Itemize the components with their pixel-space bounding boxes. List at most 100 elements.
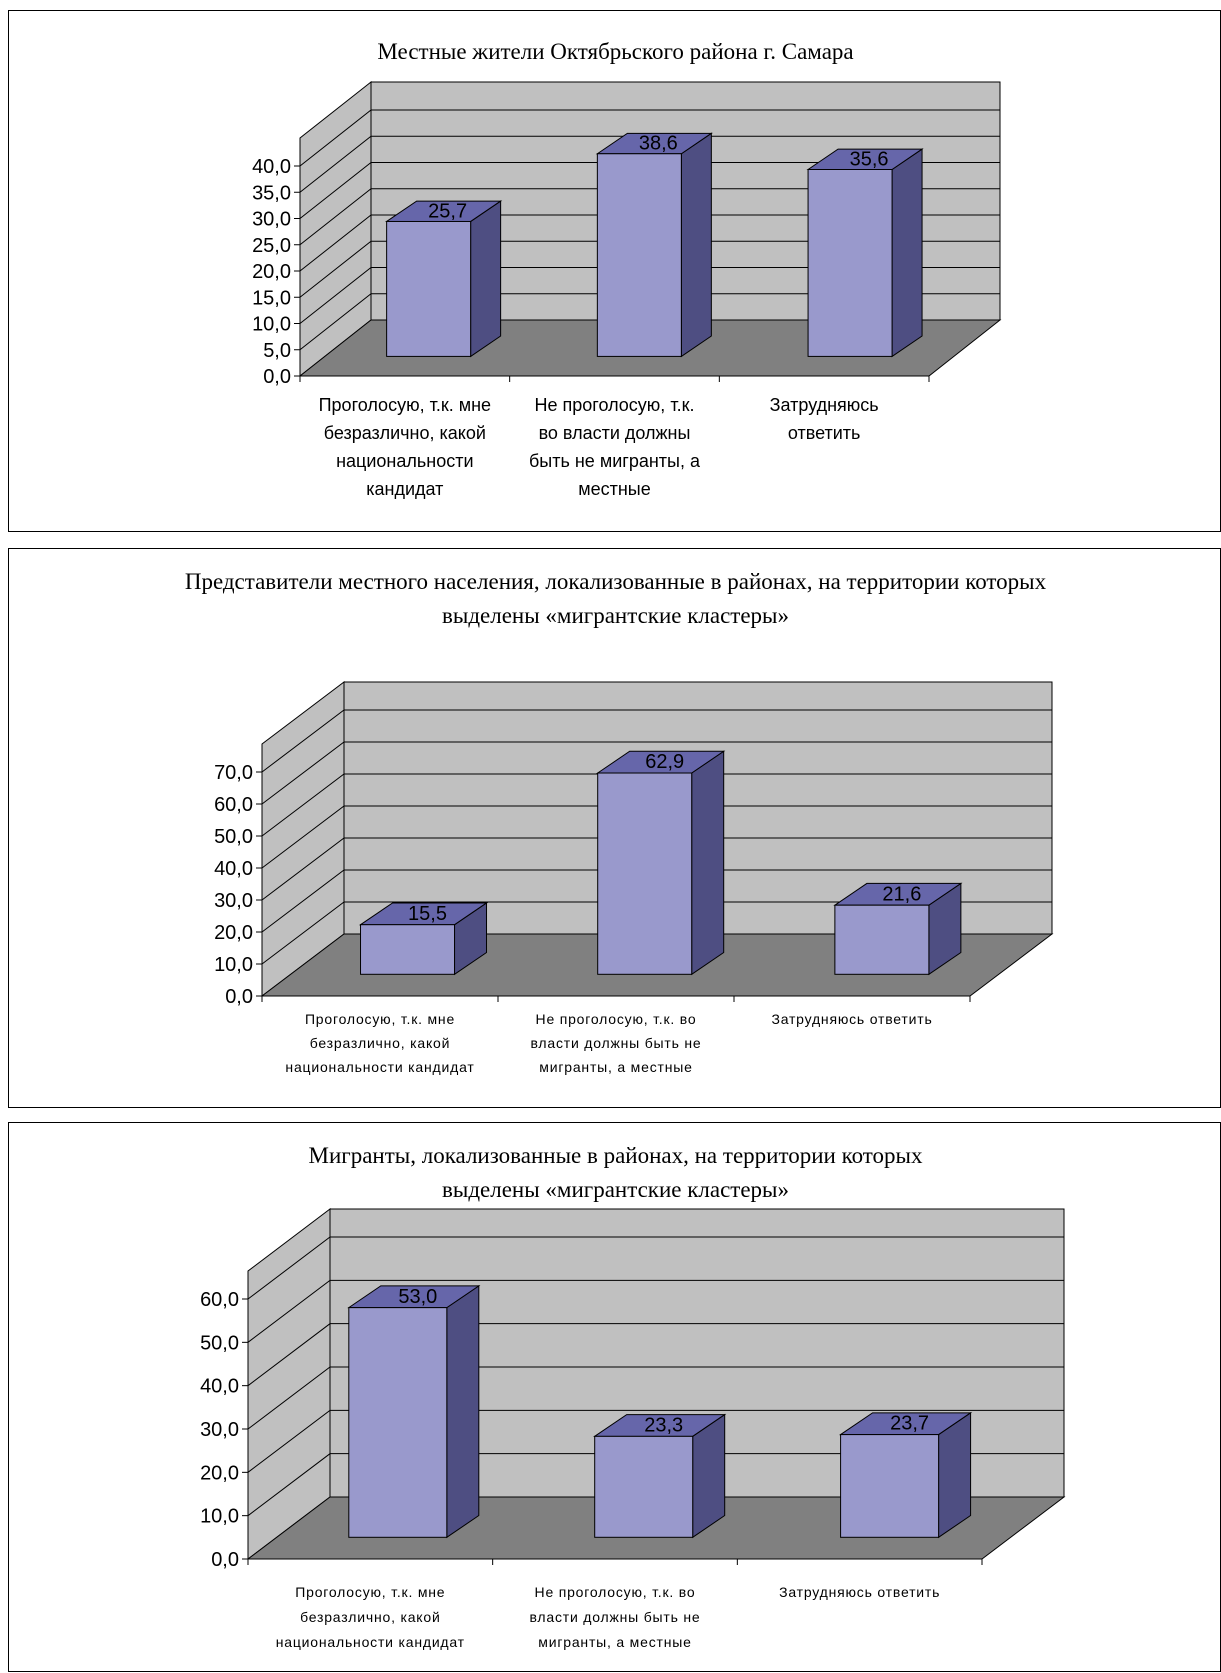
category-label: Проголосую, т.к. мне (295, 1584, 445, 1600)
gridline (247, 1323, 1064, 1387)
bar-side (891, 148, 923, 358)
category-label: мигранты, а местные (539, 1059, 692, 1075)
category-label: безразлично, какой (300, 1609, 441, 1625)
category-label: национальности (336, 451, 473, 471)
category-label: быть не мигранты, а (529, 451, 701, 471)
bar-value-label: 53,0 (398, 1286, 437, 1308)
chart-title: выделены «мигрантские кластеры» (442, 1177, 789, 1202)
y-tick-label: 0,0 (211, 1549, 239, 1571)
gridline (261, 901, 1052, 965)
bar-front (596, 153, 682, 357)
y-tick-label: 20,0 (252, 261, 291, 283)
y-tick-label: 30,0 (252, 209, 291, 231)
chart-title: выделены «мигрантские кластеры» (442, 603, 789, 628)
bar (385, 200, 503, 358)
y-tick-label: 70,0 (214, 762, 253, 784)
bar-front (386, 220, 472, 357)
gridline (299, 240, 1000, 298)
category-label: мигранты, а местные (538, 1634, 691, 1650)
gridline (299, 293, 1000, 351)
bar-front (360, 924, 456, 975)
gridline (299, 188, 1000, 246)
chart-panel-1: Местные жители Октябрьского района г. Са… (8, 10, 1221, 532)
y-tick-label: 50,0 (214, 826, 253, 848)
gridline (247, 1279, 1064, 1343)
category-label: Затрудняюсь ответить (779, 1584, 940, 1600)
y-tick-label: 20,0 (200, 1462, 239, 1484)
category-label: во власти должны (539, 423, 691, 443)
bar-front (807, 169, 893, 357)
gridline (261, 869, 1052, 933)
bar-value-label: 23,7 (890, 1413, 929, 1435)
chart-panel-2: Представители местного населения, локали… (8, 548, 1221, 1108)
bar-front (840, 1434, 940, 1538)
y-tick-label: 60,0 (214, 794, 253, 816)
category-label: Не проголосую, т.к. (535, 395, 695, 415)
gridline (247, 1236, 1064, 1300)
bar (358, 901, 489, 976)
chart-2-svg: Представители местного населения, локали… (185, 569, 1054, 1075)
bar-front (594, 1435, 694, 1538)
bar (838, 1411, 973, 1539)
gridline (247, 1453, 1064, 1517)
bar-value-label: 15,5 (408, 903, 447, 925)
bar-value-label: 23,3 (644, 1414, 683, 1436)
bar-value-label: 25,7 (428, 200, 467, 222)
gridline (261, 837, 1052, 901)
gridline (299, 135, 1000, 193)
category-label: безразлично, какой (324, 423, 486, 443)
category-label: ответить (788, 423, 861, 443)
category-label: Затрудняюсь (770, 395, 879, 415)
y-tick-label: 0,0 (225, 986, 253, 1008)
y-tick-label: 5,0 (263, 340, 291, 362)
y-tick-label: 60,0 (200, 1289, 239, 1311)
bar (347, 1284, 481, 1539)
gridline (247, 1366, 1064, 1430)
category-label: власти должны быть не (530, 1035, 701, 1051)
gridline (247, 1409, 1064, 1473)
gridline (261, 805, 1052, 869)
y-tick-label: 30,0 (200, 1419, 239, 1441)
category-label: кандидат (366, 479, 443, 499)
bar-value-label: 21,6 (882, 883, 921, 905)
category-label: Затрудняюсь ответить (771, 1011, 932, 1027)
y-tick-label: 10,0 (252, 314, 291, 336)
chart-1-svg: Местные жители Октябрьского района г. Са… (252, 39, 1002, 499)
chart-panel-3: Мигранты, локализованные в районах, на т… (8, 1122, 1221, 1672)
bar-front (348, 1307, 448, 1538)
bar-side (680, 132, 712, 358)
bar-value-label: 38,6 (639, 133, 678, 155)
y-tick-label: 15,0 (252, 287, 291, 309)
category-label: безразлично, какой (310, 1035, 451, 1051)
category-label: национальности кандидат (276, 1634, 465, 1650)
chart-title: Местные жители Октябрьского района г. Са… (377, 39, 853, 64)
y-tick-label: 25,0 (252, 235, 291, 257)
gridline (299, 109, 1000, 167)
y-tick-label: 50,0 (200, 1332, 239, 1354)
y-tick-label: 40,0 (214, 858, 253, 880)
category-label: Проголосую, т.к. мне (305, 1011, 455, 1027)
chart-title: Представители местного населения, локали… (185, 569, 1047, 594)
chart-title: Мигранты, локализованные в районах, на т… (309, 1143, 923, 1168)
category-label: Не проголосую, т.к. во (535, 1584, 696, 1600)
bar-value-label: 62,9 (645, 751, 684, 773)
category-label: Проголосую, т.к. мне (319, 395, 491, 415)
bar-side (446, 1284, 480, 1539)
bar-value-label: 35,6 (850, 148, 889, 170)
bar-side (691, 750, 725, 976)
chart-3-svg: Мигранты, локализованные в районах, на т… (200, 1143, 1066, 1650)
y-tick-label: 40,0 (200, 1376, 239, 1398)
category-label: власти должны быть не (529, 1609, 700, 1625)
category-label: местные (578, 479, 651, 499)
bar (806, 148, 924, 358)
y-tick-label: 40,0 (252, 156, 291, 178)
gridline (261, 773, 1052, 837)
bar-front (834, 904, 930, 975)
y-tick-label: 20,0 (214, 922, 253, 944)
category-label: Не проголосую, т.к. во (536, 1011, 697, 1027)
gridline (261, 709, 1052, 773)
gridline (299, 267, 1000, 324)
y-tick-label: 10,0 (214, 954, 253, 976)
category-label: национальности кандидат (285, 1059, 474, 1075)
y-tick-label: 30,0 (214, 890, 253, 912)
